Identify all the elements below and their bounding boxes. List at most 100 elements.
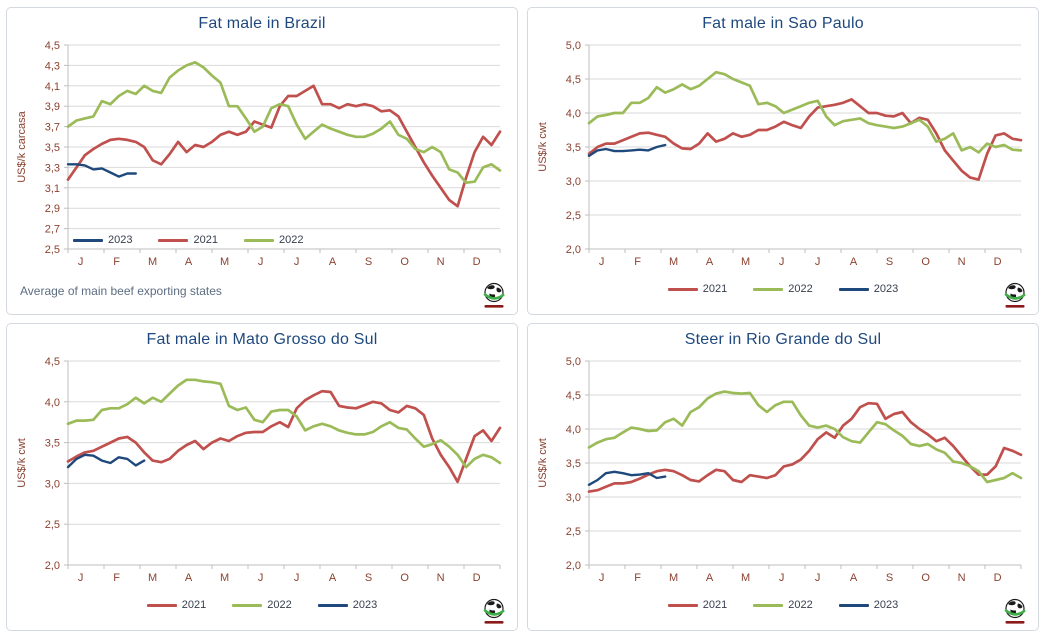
- legend-label-2023: 2023: [873, 283, 899, 295]
- globe-icon: [1003, 282, 1027, 309]
- legend-item-2021: 2021: [158, 234, 218, 246]
- chart-title: Steer in Rio Grande do Sul: [684, 331, 882, 348]
- svg-text:4,0: 4,0: [45, 397, 60, 409]
- svg-text:M: M: [148, 572, 157, 584]
- svg-text:M: M: [148, 256, 157, 268]
- legend-label-2021: 2021: [181, 599, 207, 611]
- svg-text:2,5: 2,5: [45, 519, 60, 531]
- svg-text:D: D: [994, 256, 1002, 268]
- svg-text:2,5: 2,5: [566, 526, 581, 538]
- legend-item-2022: 2022: [753, 599, 813, 611]
- svg-text:O: O: [921, 256, 930, 268]
- svg-text:D: D: [473, 572, 481, 584]
- svg-text:4,5: 4,5: [566, 74, 581, 86]
- globe-icon: [1003, 598, 1027, 625]
- svg-text:3,7: 3,7: [45, 122, 60, 134]
- svg-text:US$/k carcasa: US$/k carcasa: [16, 110, 28, 182]
- legend-swatch-2023: [317, 603, 348, 607]
- svg-text:2,9: 2,9: [45, 203, 60, 215]
- svg-text:J: J: [294, 572, 300, 584]
- svg-text:4,5: 4,5: [45, 356, 60, 368]
- legend-swatch-2022: [753, 287, 784, 291]
- svg-text:A: A: [329, 572, 337, 584]
- svg-text:O: O: [400, 256, 409, 268]
- svg-text:3,5: 3,5: [45, 142, 60, 154]
- legend-swatch-2023: [838, 603, 869, 607]
- chart-legend: 2021 2022 2023: [528, 599, 1038, 611]
- svg-text:3,3: 3,3: [45, 162, 60, 174]
- legend-label-2021: 2021: [193, 234, 218, 246]
- svg-text:J: J: [815, 256, 821, 268]
- legend-item-2022: 2022: [232, 599, 292, 611]
- legend-label-2023: 2023: [352, 599, 378, 611]
- legend-swatch-2021: [158, 238, 189, 242]
- svg-text:F: F: [634, 572, 641, 584]
- svg-text:4,0: 4,0: [566, 108, 581, 120]
- svg-text:US$/k cwt: US$/k cwt: [537, 438, 549, 488]
- legend-item-2021: 2021: [146, 599, 207, 611]
- legend-swatch-2022: [232, 603, 263, 607]
- svg-text:D: D: [994, 572, 1002, 584]
- svg-text:F: F: [113, 256, 120, 268]
- svg-text:S: S: [365, 256, 372, 268]
- svg-text:US$/k cwt: US$/k cwt: [16, 438, 28, 488]
- svg-text:2,5: 2,5: [45, 244, 60, 256]
- svg-text:J: J: [78, 256, 84, 268]
- legend-swatch-2021: [146, 603, 177, 607]
- svg-text:2,0: 2,0: [566, 244, 581, 256]
- legend-swatch-2023: [73, 238, 103, 242]
- chart-footnote: Average of main beef exporting states: [20, 284, 222, 298]
- svg-text:M: M: [220, 572, 229, 584]
- legend-label-2022: 2022: [267, 599, 292, 611]
- svg-text:5,0: 5,0: [566, 40, 581, 52]
- legend-swatch-2021: [667, 603, 698, 607]
- svg-text:J: J: [779, 572, 785, 584]
- chart-panel-brazil: Fat male in Brazil 2,5 2,7 2,9 3,1 3,3 3,5 3,7…: [6, 7, 518, 315]
- svg-text:O: O: [921, 572, 930, 584]
- legend-item-2022: 2022: [243, 234, 304, 246]
- svg-text:J: J: [599, 572, 605, 584]
- svg-text:S: S: [886, 256, 893, 268]
- svg-text:J: J: [78, 572, 84, 584]
- svg-text:3,5: 3,5: [45, 438, 60, 450]
- chart-title: Fat male in Brazil: [198, 15, 326, 32]
- svg-text:A: A: [706, 572, 714, 584]
- svg-text:3,0: 3,0: [566, 176, 581, 188]
- svg-text:2,7: 2,7: [45, 224, 60, 236]
- svg-text:A: A: [706, 256, 714, 268]
- legend-item-2023: 2023: [838, 283, 899, 295]
- legend-swatch-2021: [667, 287, 698, 291]
- legend-item-2021: 2021: [667, 283, 728, 295]
- svg-text:N: N: [437, 256, 445, 268]
- chart-canvas: 2,0 2,5 3,0 3,5 4,0 4,5 5,0 J F M A M J J A S O N D US$/k c…: [537, 356, 1023, 584]
- chart-panel-rio-grande-do-sul: Steer in Rio Grande do Sul 2,0 2,5 3,0 3,5 4…: [527, 323, 1039, 631]
- svg-text:M: M: [669, 256, 678, 268]
- svg-text:J: J: [258, 572, 264, 584]
- legend-label-2022: 2022: [788, 599, 813, 611]
- svg-text:F: F: [113, 572, 120, 584]
- svg-text:M: M: [220, 256, 229, 268]
- legend-item-2023: 2023: [73, 234, 132, 246]
- legend-item-2021: 2021: [667, 599, 727, 611]
- svg-text:2,0: 2,0: [45, 560, 60, 572]
- svg-text:O: O: [400, 572, 409, 584]
- legend-label-2023: 2023: [108, 234, 133, 246]
- svg-text:A: A: [850, 256, 858, 268]
- svg-text:S: S: [365, 572, 372, 584]
- svg-text:4,1: 4,1: [45, 81, 60, 93]
- svg-text:2,0: 2,0: [566, 560, 581, 572]
- legend-item-2023: 2023: [317, 599, 378, 611]
- svg-text:4,0: 4,0: [566, 424, 581, 436]
- svg-text:3,0: 3,0: [45, 478, 60, 490]
- chart-canvas: 2,0 2,5 3,0 3,5 4,0 4,5 J F M A M J J A S O N D US$/k cwt: [16, 356, 502, 584]
- chart-title: Fat male in Mato Grosso do Sul: [146, 331, 378, 348]
- globe-icon: [482, 282, 506, 309]
- chart-legend: 2021 2022 2023: [528, 283, 1038, 295]
- svg-text:3,5: 3,5: [566, 458, 581, 470]
- legend-item-2022: 2022: [753, 283, 813, 295]
- svg-text:4,3: 4,3: [45, 60, 60, 72]
- svg-text:A: A: [185, 256, 193, 268]
- svg-text:5,0: 5,0: [566, 356, 581, 368]
- legend-label-2022: 2022: [278, 234, 304, 246]
- legend-label-2021: 2021: [702, 283, 728, 295]
